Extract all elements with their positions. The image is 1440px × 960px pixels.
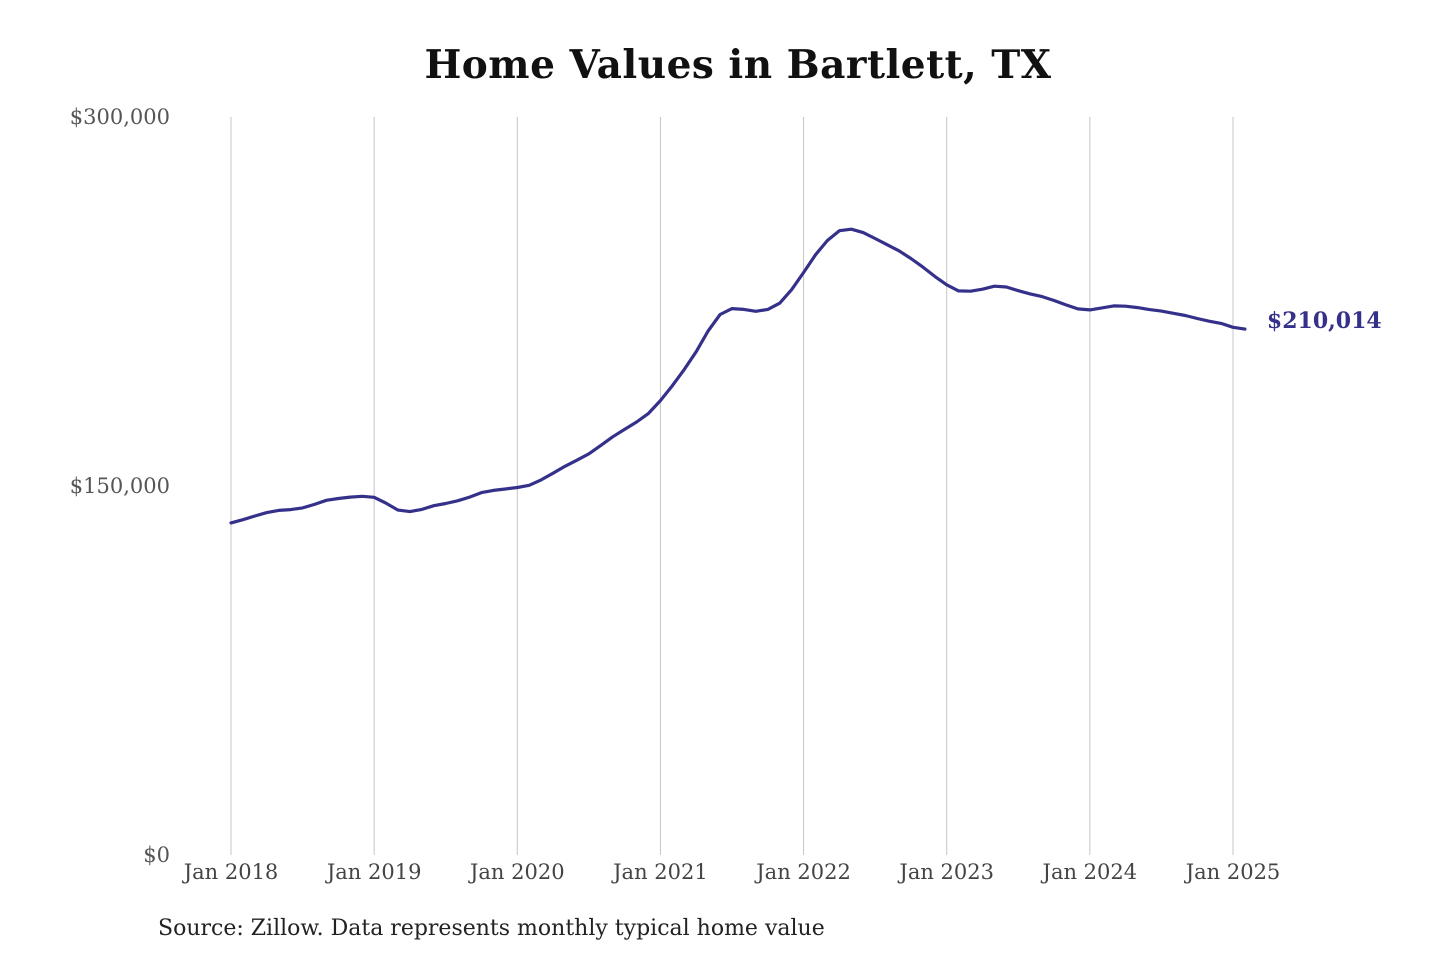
source-note: Source: Zillow. Data represents monthly …	[158, 916, 825, 941]
x-tick-label: Jan 2020	[468, 860, 565, 884]
x-tick-label: Jan 2024	[1041, 860, 1138, 884]
y-tick-label: $150,000	[70, 474, 170, 498]
x-tick-label: Jan 2023	[897, 860, 994, 884]
end-value-label: $210,014	[1267, 308, 1382, 334]
chart-title: Home Values in Bartlett, TX	[424, 42, 1052, 88]
x-tick-label: Jan 2019	[325, 860, 422, 884]
y-axis-ticks: $0 $150,000 $300,000	[70, 105, 170, 867]
gridlines	[230, 117, 1234, 855]
x-tick-label: Jan 2021	[611, 860, 708, 884]
y-tick-label: $300,000	[70, 105, 170, 129]
y-tick-label: $0	[143, 843, 170, 867]
x-tick-label: Jan 2022	[754, 860, 851, 884]
x-tick-label: Jan 2025	[1184, 860, 1281, 884]
home-value-line	[229, 227, 1247, 525]
x-axis-ticks: Jan 2018 Jan 2019 Jan 2020 Jan 2021 Jan 2022…	[182, 860, 1281, 884]
x-tick-label: Jan 2018	[182, 860, 279, 884]
